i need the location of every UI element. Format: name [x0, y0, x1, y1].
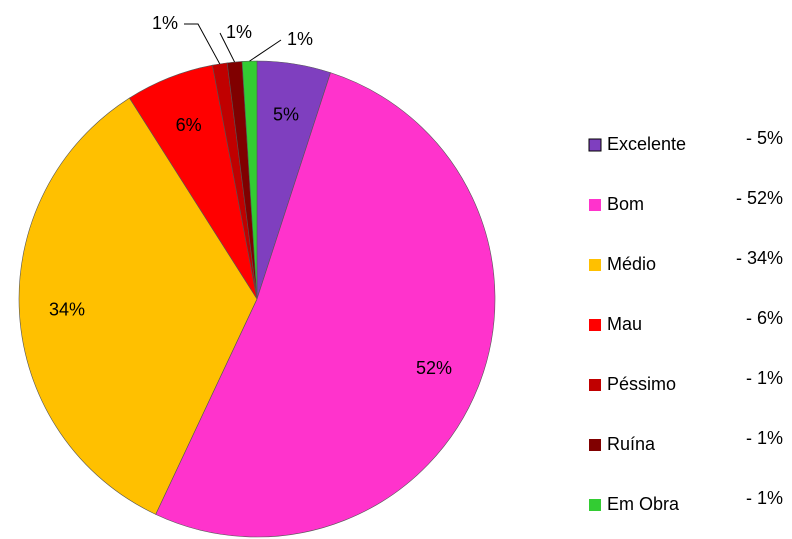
pie-slice [155, 72, 496, 538]
legend-label: Ruína [607, 434, 656, 454]
legend-swatch [589, 499, 601, 511]
legend-value: - 1% [746, 488, 783, 508]
legend-value: - 1% [746, 368, 783, 388]
pie: 5% 52% 34% 6% 1% 1% 1% [18, 13, 496, 538]
legend-label: Médio [607, 254, 656, 274]
legend-swatch [589, 259, 601, 271]
data-label: 34% [49, 300, 85, 320]
legend-swatch [589, 199, 601, 211]
data-label: 1% [226, 22, 252, 42]
legend-value: - 52% [736, 188, 783, 208]
leader-line [219, 32, 236, 63]
legend-label: Mau [607, 314, 642, 334]
legend-swatch [589, 319, 601, 331]
data-label: 5% [273, 104, 299, 124]
legend-value: - 6% [746, 308, 783, 328]
leader-line [249, 39, 282, 62]
legend-swatch [588, 138, 602, 152]
legend-label: Em Obra [607, 494, 680, 514]
data-label: 6% [176, 115, 202, 135]
legend-label: Péssimo [607, 374, 676, 394]
data-label: 1% [287, 29, 313, 49]
legend-value: - 34% [736, 248, 783, 268]
legend: Excelente - 5% Bom - 52% Médio - 34% Mau - 6% Pé… [588, 128, 783, 514]
data-label: 1% [152, 13, 178, 33]
legend-swatch [589, 379, 601, 391]
pie-slice [18, 97, 258, 515]
legend-label: Bom [607, 194, 644, 214]
leader-line [184, 23, 221, 65]
legend-value: - 5% [746, 128, 783, 148]
legend-label: Excelente [607, 134, 686, 154]
legend-swatch [589, 439, 601, 451]
data-label: 52% [416, 358, 452, 378]
legend-value: - 1% [746, 428, 783, 448]
